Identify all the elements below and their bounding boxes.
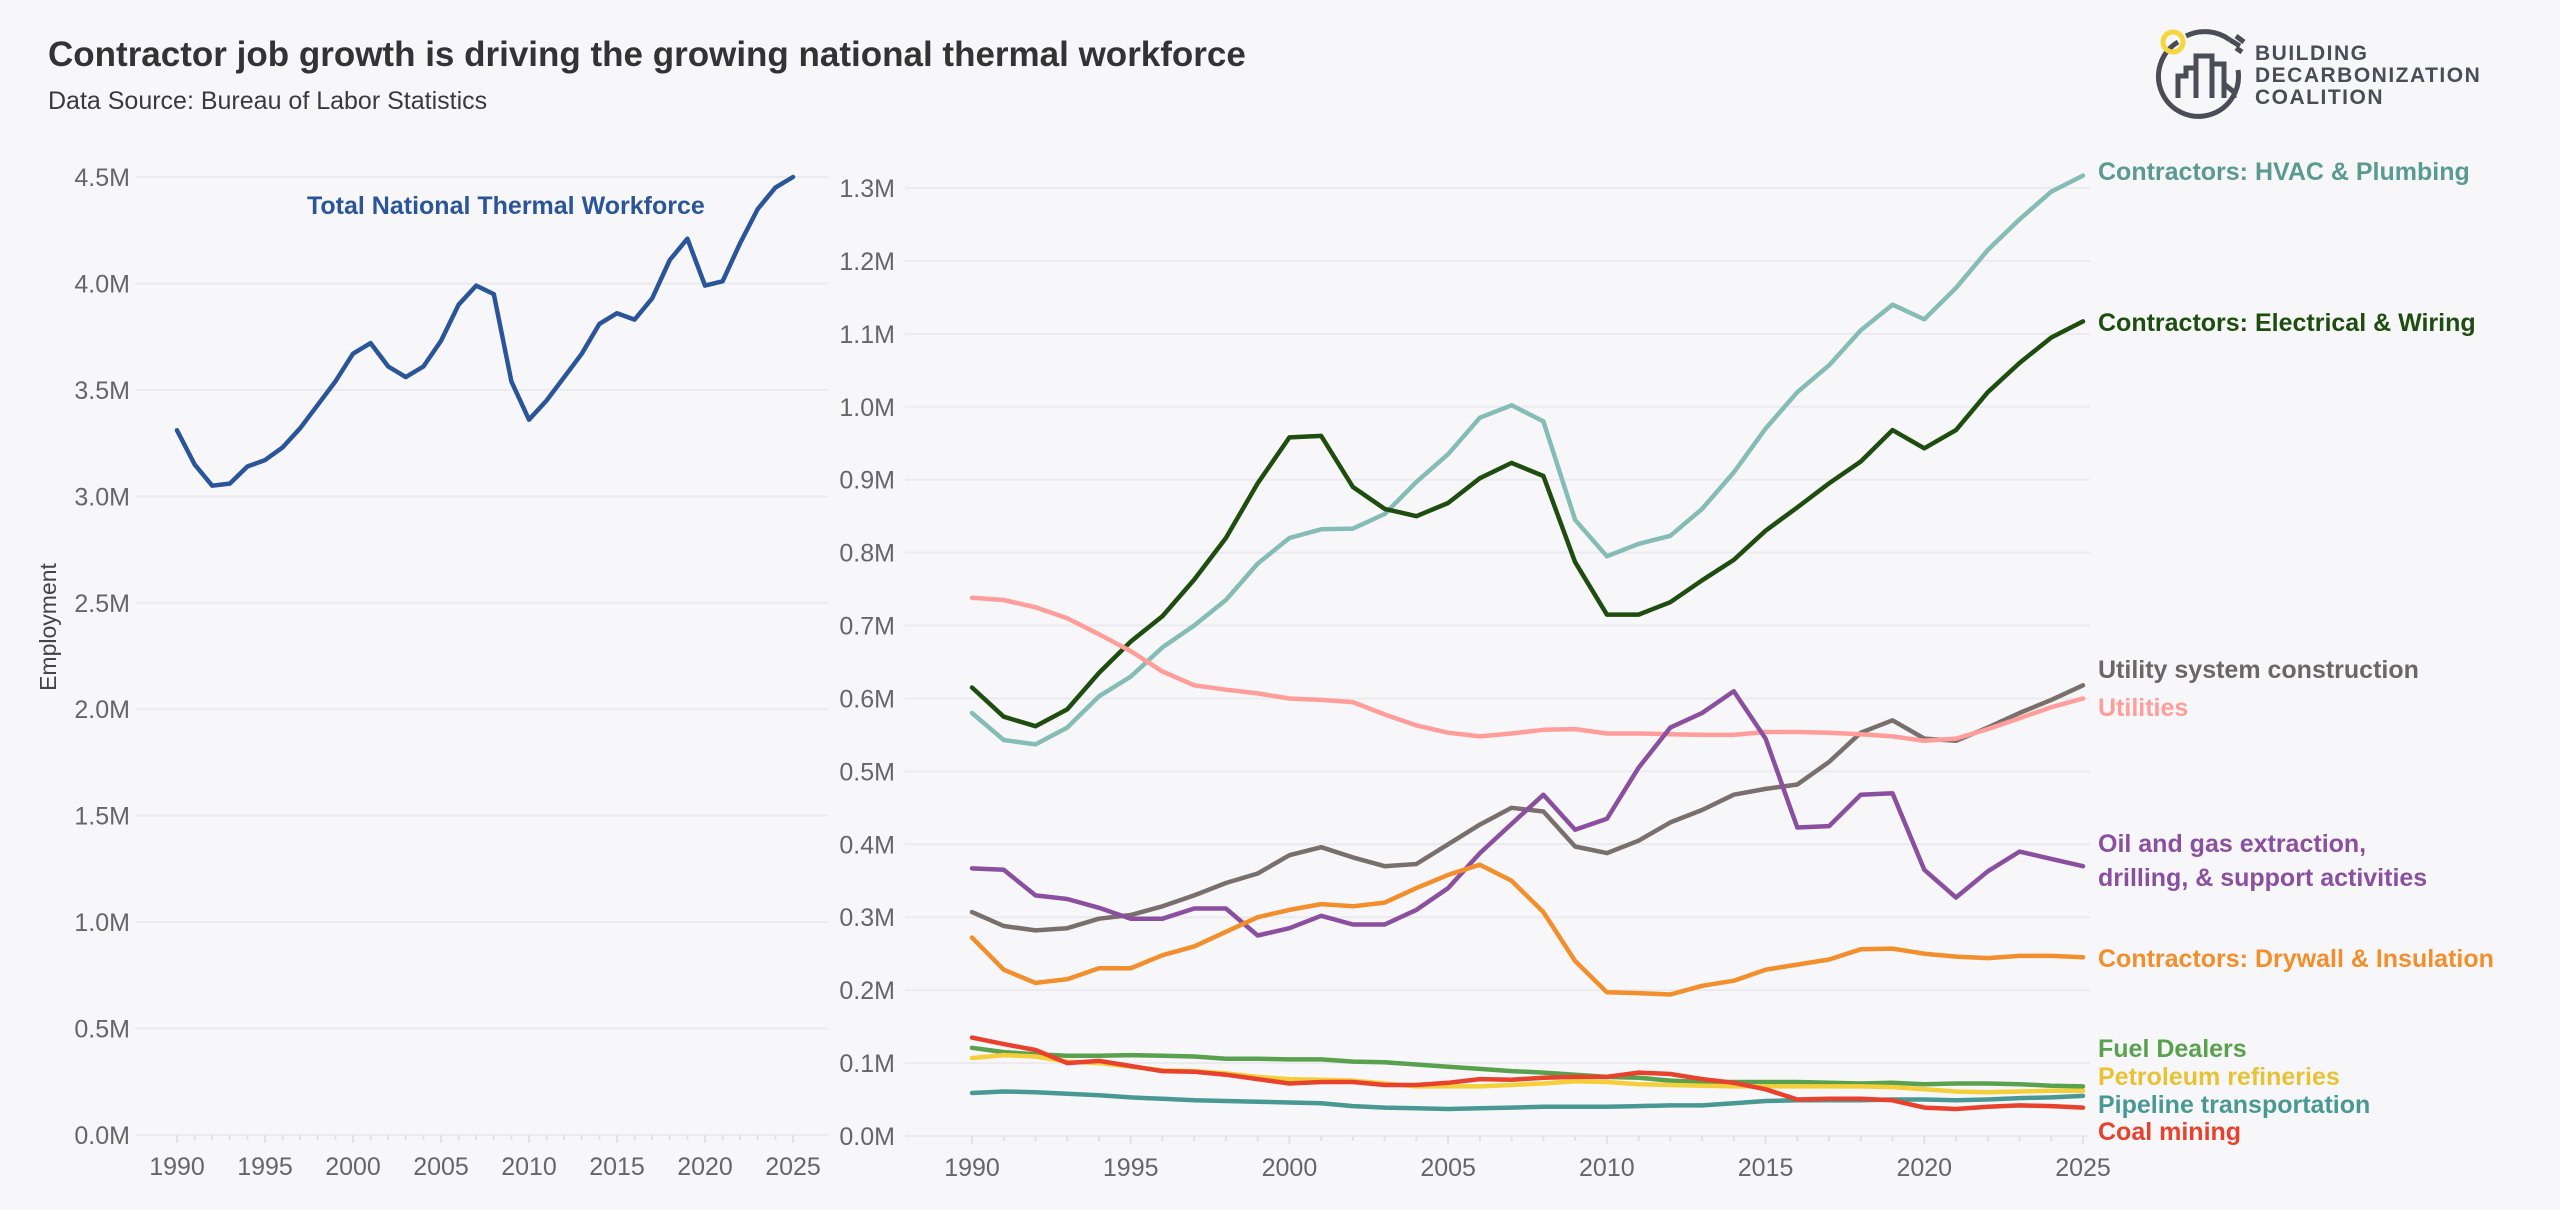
x-tick-label: 2000 [1262,1154,1318,1182]
logo-text-line-3: COALITION [2255,86,2384,109]
y-tick-label: 0.5M [74,1016,130,1044]
x-tick-label: 2025 [2055,1154,2111,1182]
series-label: drilling, & support activities [2098,864,2427,892]
y-tick-label: 0.3M [839,904,895,932]
y-tick-label: 1.3M [839,175,895,203]
y-tick-label: 1.0M [74,909,130,937]
series-label: Petroleum refineries [2098,1063,2340,1091]
y-tick-label: 0.6M [839,685,895,713]
series-label: Coal mining [2098,1118,2241,1146]
x-tick-label: 2005 [1420,1154,1476,1182]
y-tick-label: 3.0M [74,483,130,511]
series-label: Utilities [2098,694,2188,722]
y-tick-label: 1.1M [839,321,895,349]
y-tick-label: 2.5M [74,590,130,618]
series-label: Oil and gas extraction, [2098,830,2366,858]
series-line-utilities [969,595,2086,744]
y-tick-label: 0.0M [74,1122,130,1150]
y-tick-label: 3.5M [74,377,130,405]
y-tick-label: 1.5M [74,803,130,831]
sector-employment-chart: 0.0M 0.1M 0.2M 0.3M 0.4M 0.5M 0.6M 0.7M 0.8M 0.9M… [839,158,2493,1182]
x-tick-label: 2015 [1738,1154,1794,1182]
x-tick-label: 2010 [1579,1154,1635,1182]
sun-icon [2160,29,2186,55]
total-workforce-chart: 0.0M 0.5M 1.0M 1.5M 2.0M 2.5M 3.0M 3.5M 4.0M 4.5M… [35,164,828,1181]
series-label: Contractors: Electrical & Wiring [2098,309,2476,337]
series-label: Utility system construction [2098,656,2419,684]
logo-icon [2156,29,2246,119]
y-tick-label: 4.5M [74,164,130,192]
x-tick-label: 2005 [413,1153,469,1181]
x-tick-label: 2020 [1896,1154,1952,1182]
y-tick-label: 0.2M [839,977,895,1005]
chart-subtitle: Data Source: Bureau of Labor Statistics [48,87,487,115]
series-line-contractors-electrical-wiring [969,319,2086,729]
logo: BUILDING DECARBONIZATION COALITION [2156,29,2481,119]
y-axis-title: Employment [35,562,61,690]
series-label: Contractors: HVAC & Plumbing [2098,158,2470,186]
series-line-fuel-dealers [969,1045,2086,1089]
series-line-coal-mining [969,1035,2086,1112]
y-tick-label: 2.0M [74,696,130,724]
series-label: Contractors: Drywall & Insulation [2098,945,2494,973]
x-tick-label: 2000 [325,1153,381,1181]
chart-title: Contractor job growth is driving the gro… [48,35,1246,74]
series-label-total: Total National Thermal Workforce [307,192,705,220]
y-tick-label: 0.0M [839,1123,895,1151]
logo-text-line-1: BUILDING [2255,42,2369,65]
x-tick-label: 1990 [944,1154,1000,1182]
x-tick-label: 2025 [765,1153,821,1181]
x-tick-label: 2015 [589,1153,645,1181]
x-tick-label: 1995 [1103,1154,1159,1182]
x-tick-label: 2010 [501,1153,557,1181]
y-tick-label: 1.0M [839,394,895,422]
y-tick-label: 0.9M [839,467,895,495]
x-tick-label: 1995 [237,1153,293,1181]
series-line-total-national-thermal-workforce [174,174,796,488]
series-label: Fuel Dealers [2098,1035,2247,1063]
series-line-oil-and-gas-extraction-drilling-support-activities [969,688,2086,938]
series-line-contractors-hvac-plumbing [969,173,2086,747]
series-line-contractors-drywall-insulation [969,862,2086,997]
x-tick-label: 2020 [677,1153,733,1181]
y-tick-label: 0.7M [839,613,895,641]
y-tick-label: 0.8M [839,540,895,568]
y-tick-label: 1.2M [839,248,895,276]
series-label: Pipeline transportation [2098,1091,2370,1119]
x-tick-label: 1990 [149,1153,205,1181]
y-tick-label: 0.1M [839,1050,895,1078]
y-tick-label: 0.5M [839,758,895,786]
y-tick-label: 4.0M [74,270,130,298]
y-tick-label: 0.4M [839,831,895,859]
logo-text-line-2: DECARBONIZATION [2255,64,2481,87]
